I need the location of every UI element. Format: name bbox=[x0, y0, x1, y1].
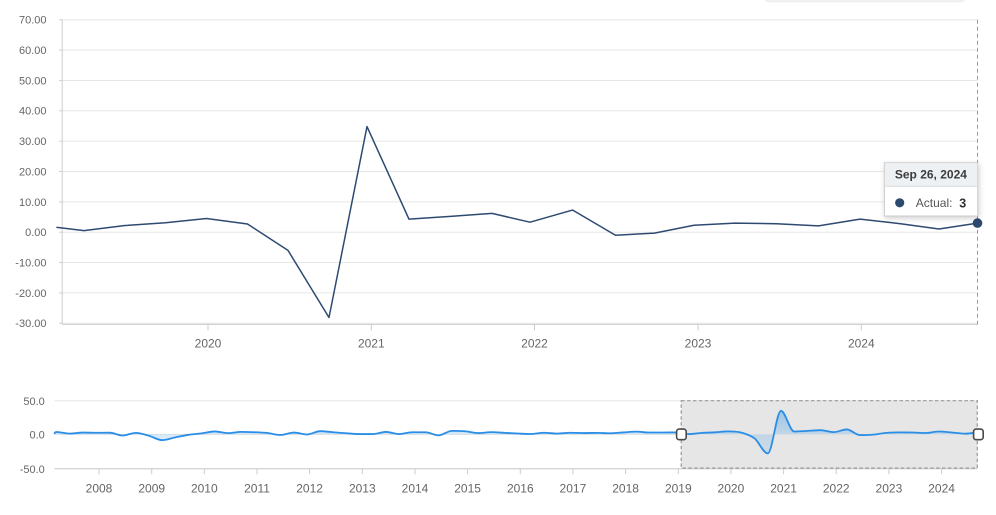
svg-text:2016: 2016 bbox=[507, 482, 534, 496]
svg-text:2012: 2012 bbox=[296, 482, 323, 496]
svg-text:0.0: 0.0 bbox=[30, 430, 45, 442]
svg-text:50.00: 50.00 bbox=[19, 75, 47, 87]
svg-text:2024: 2024 bbox=[928, 482, 955, 496]
svg-text:2022: 2022 bbox=[521, 337, 548, 351]
svg-text:2021: 2021 bbox=[770, 482, 797, 496]
svg-text:2020: 2020 bbox=[718, 482, 745, 496]
svg-text:-30.00: -30.00 bbox=[15, 318, 46, 330]
svg-text:Sep 26, 2024: Sep 26, 2024 bbox=[895, 167, 967, 181]
svg-text:2013: 2013 bbox=[349, 482, 376, 496]
svg-text:-20.00: -20.00 bbox=[15, 288, 46, 300]
svg-text:2009: 2009 bbox=[138, 482, 165, 496]
svg-text:2022: 2022 bbox=[823, 482, 850, 496]
svg-text:2010: 2010 bbox=[191, 482, 218, 496]
svg-text:0.00: 0.00 bbox=[25, 227, 46, 239]
svg-text:Actual:: Actual: bbox=[916, 196, 953, 210]
svg-text:2017: 2017 bbox=[560, 482, 587, 496]
svg-text:2023: 2023 bbox=[685, 337, 712, 351]
svg-text:2014: 2014 bbox=[402, 482, 429, 496]
svg-text:-10.00: -10.00 bbox=[15, 257, 46, 269]
svg-text:2008: 2008 bbox=[86, 482, 113, 496]
svg-text:2011: 2011 bbox=[244, 482, 270, 496]
svg-text:50.0: 50.0 bbox=[23, 396, 44, 408]
svg-text:10.00: 10.00 bbox=[19, 197, 47, 209]
svg-text:2023: 2023 bbox=[876, 482, 903, 496]
svg-text:3: 3 bbox=[959, 196, 966, 210]
svg-text:40.00: 40.00 bbox=[19, 106, 47, 118]
svg-text:20.00: 20.00 bbox=[19, 166, 47, 178]
svg-text:2024: 2024 bbox=[848, 337, 875, 351]
svg-text:2019: 2019 bbox=[665, 482, 692, 496]
svg-text:-50.0: -50.0 bbox=[20, 464, 45, 476]
svg-text:60.00: 60.00 bbox=[19, 45, 47, 57]
svg-text:30.00: 30.00 bbox=[19, 136, 47, 148]
svg-text:2015: 2015 bbox=[454, 482, 481, 496]
svg-text:70.00: 70.00 bbox=[19, 15, 47, 27]
svg-text:2020: 2020 bbox=[195, 337, 222, 351]
svg-text:2018: 2018 bbox=[612, 482, 639, 496]
svg-text:2021: 2021 bbox=[358, 337, 385, 351]
